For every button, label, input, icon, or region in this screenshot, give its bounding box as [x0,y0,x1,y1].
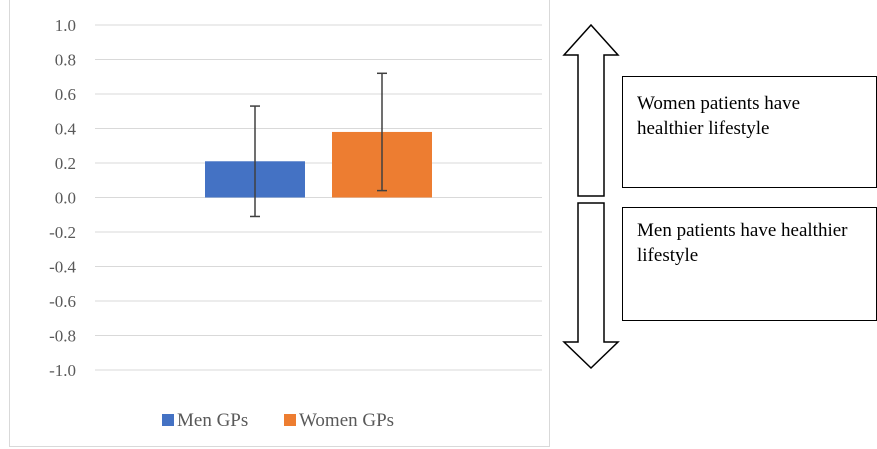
y-tick-label: -0.4 [49,258,76,277]
y-tick-label: 0.4 [55,120,77,139]
legend-swatch [162,414,174,426]
y-tick-label: 0.2 [55,154,76,173]
men-healthier-note: Men patients have healthier lifestyle [622,207,877,321]
legend-swatch [284,414,296,426]
y-tick-label: -0.2 [49,223,76,242]
gridlines [95,24,542,371]
y-tick-label: 0.8 [55,51,76,70]
y-tick-label: -0.6 [49,292,76,311]
error-bars [250,72,387,218]
women-healthier-note: Women patients have healthier lifestyle [622,76,877,188]
up-arrow-icon [562,23,620,197]
y-tick-label: 0.0 [55,189,76,208]
y-tick-label: -1.0 [49,361,76,380]
y-tick-label: 0.6 [55,85,76,104]
women-healthier-label: Women patients have healthier lifestyle [637,93,801,139]
bars [205,131,432,198]
legend-label: Women GPs [299,410,394,431]
chart-area [9,0,550,447]
bar-chart: 1.0 0.8 0.6 0.4 0.2 0.0 -0.2 -0.4 -0.6 -0.8 -1.0 M… [49,16,542,431]
y-tick-label: 1.0 [55,16,76,35]
double-headed-arrow-icon [562,23,620,370]
legend: Men GPs Women GPs [162,410,394,431]
men-healthier-label: Men patients have healthier lifestyle [637,220,848,266]
y-axis-ticks: 1.0 0.8 0.6 0.4 0.2 0.0 -0.2 -0.4 -0.6 -0.8 -1.0 [49,16,76,380]
y-tick-label: -0.8 [49,327,76,346]
down-arrow-icon [562,202,620,370]
legend-label: Men GPs [177,410,248,431]
